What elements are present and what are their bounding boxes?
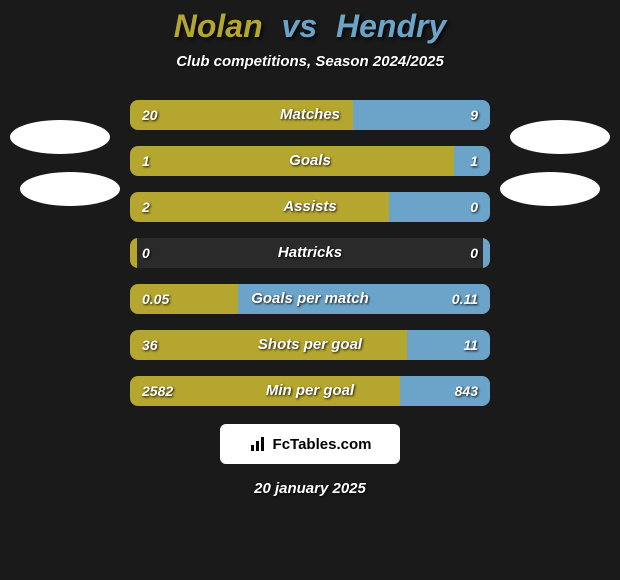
stat-value-right: 0 [470, 238, 478, 268]
source-badge: FcTables.com [220, 424, 400, 464]
stat-value-right: 9 [470, 100, 478, 130]
stat-value-right: 11 [463, 330, 478, 360]
stat-bars: Matches209Goals11Assists20Hattricks00Goa… [130, 100, 490, 406]
stat-row-assists: Assists2 0 [130, 192, 490, 222]
player2-badge-placeholder-2 [500, 172, 600, 206]
title: Nolan vs Hendry [0, 8, 620, 45]
stat-value-left: 1 [142, 146, 150, 176]
stat-value-left: 36 [142, 330, 158, 360]
stat-value-left: 2 [142, 192, 150, 222]
stat-label: Min per goal [130, 376, 490, 406]
stat-value-left: 0 [142, 238, 150, 268]
stat-label: Assists [130, 192, 490, 222]
source-text: FcTables.com [273, 436, 372, 453]
stat-value-left: 20 [142, 100, 158, 130]
stat-label: Shots per goal [130, 330, 490, 360]
player1-badge-placeholder [10, 120, 110, 154]
stat-value-right: 0 [470, 192, 478, 222]
stat-label: Hattricks [130, 238, 490, 268]
player2-badge-placeholder [510, 120, 610, 154]
subtitle: Club competitions, Season 2024/2025 [0, 53, 620, 70]
stat-label: Goals [130, 146, 490, 176]
stat-row-min-per-goal: Min per goal2582 843 [130, 376, 490, 406]
player2-name: Hendry [336, 8, 446, 44]
stat-row-matches: Matches20 9 [130, 100, 490, 130]
player1-badge-placeholder-2 [20, 172, 120, 206]
stat-label: Matches [130, 100, 490, 130]
stat-row-goals-per-match: Goals per match0.05 0.11 [130, 284, 490, 314]
stat-row-hattricks: Hattricks0 0 [130, 238, 490, 268]
stat-value-right: 843 [455, 376, 478, 406]
stat-value-right: 1 [470, 146, 478, 176]
stat-value-right: 0.11 [452, 284, 478, 314]
date-text: 20 january 2025 [0, 480, 620, 497]
stat-value-left: 0.05 [142, 284, 169, 314]
stat-label: Goals per match [130, 284, 490, 314]
vs-text: vs [282, 8, 318, 44]
stat-value-left: 2582 [142, 376, 173, 406]
comparison-infographic: Nolan vs Hendry Club competitions, Seaso… [0, 0, 620, 580]
chart-icon [249, 435, 267, 453]
stat-row-goals: Goals1 1 [130, 146, 490, 176]
stat-row-shots-per-goal: Shots per goal36 11 [130, 330, 490, 360]
player1-name: Nolan [174, 8, 263, 44]
